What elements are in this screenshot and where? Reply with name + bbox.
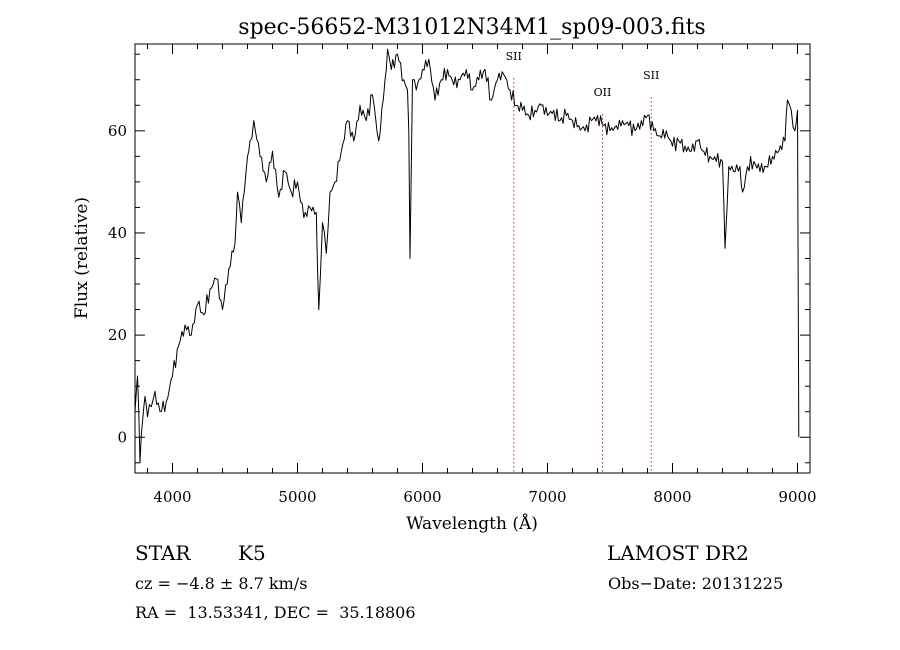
chart-title: spec-56652-M31012N34M1_sp09-003.fits <box>238 15 705 40</box>
object-class: STAR <box>135 541 191 565</box>
annotation-label: SII <box>643 69 659 82</box>
object-subclass: K5 <box>238 541 266 565</box>
y-tick-label: 60 <box>108 122 127 140</box>
y-axis: 0 20 40 60 <box>108 53 810 464</box>
x-tick-label: 7000 <box>528 488 566 506</box>
x-axis: 4000 5000 6000 7000 8000 9000 <box>147 44 817 506</box>
obs-date: Obs−Date: 20131225 <box>608 574 784 593</box>
ra-dec: RA = 13.53341, DEC = 35.18806 <box>135 603 416 622</box>
annotation-label: SII <box>506 50 522 63</box>
x-tick-label: 9000 <box>778 488 816 506</box>
survey-name: LAMOST DR2 <box>607 541 749 565</box>
y-tick-label: 20 <box>108 326 127 344</box>
spectrum-line <box>134 48 800 464</box>
y-tick-label: 0 <box>117 428 127 446</box>
x-tick-label: 6000 <box>403 488 441 506</box>
plot-area: SII OII SII <box>134 43 811 474</box>
redshift-cz: cz = −4.8 ± 8.7 km/s <box>135 574 308 593</box>
y-tick-label: 40 <box>108 224 127 242</box>
y-axis-label: Flux (relative) <box>72 197 92 319</box>
x-tick-label: 8000 <box>653 488 691 506</box>
x-axis-label: Wavelength (Å) <box>406 513 538 534</box>
annotation-label: OII <box>594 86 612 99</box>
plot-frame <box>134 43 811 474</box>
line-annotations: SII OII SII <box>506 50 659 473</box>
x-tick-label: 5000 <box>278 488 316 506</box>
x-tick-label: 4000 <box>153 488 191 506</box>
